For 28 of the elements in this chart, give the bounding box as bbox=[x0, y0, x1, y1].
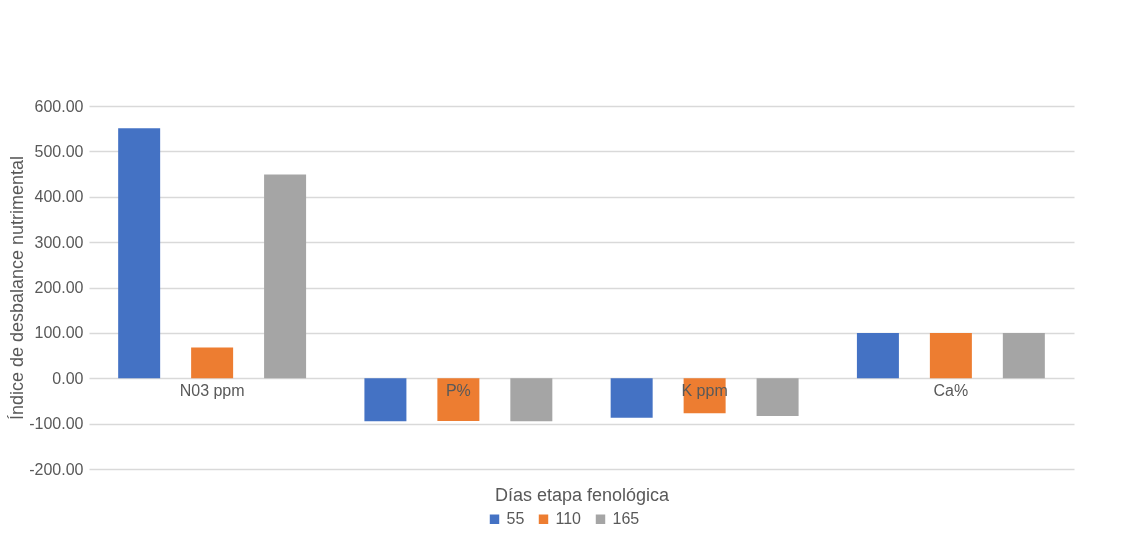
legend-label: 165 bbox=[612, 510, 640, 528]
x-tick-label: N03 ppm bbox=[179, 381, 245, 399]
bar bbox=[510, 378, 553, 422]
bar bbox=[191, 347, 234, 379]
y-tick-label: 100.00 bbox=[34, 324, 84, 342]
x-axis-title: Días etapa fenológica bbox=[494, 484, 671, 505]
y-tick-label: 200.00 bbox=[34, 279, 84, 296]
y-tick-label: 400.00 bbox=[34, 188, 84, 206]
y-tick-label: 600.00 bbox=[34, 97, 84, 115]
y-tick-label: 0.00 bbox=[52, 369, 84, 387]
bar bbox=[1002, 332, 1045, 379]
x-tick-label: Ca% bbox=[933, 381, 969, 399]
bar bbox=[437, 378, 480, 421]
bar bbox=[856, 332, 899, 379]
y-tick-label: 300.00 bbox=[34, 233, 84, 251]
bar bbox=[264, 174, 307, 379]
legend-label: 55 bbox=[506, 510, 525, 528]
y-tick-label: 500.00 bbox=[34, 142, 84, 160]
bar bbox=[929, 332, 972, 379]
bar bbox=[756, 378, 799, 416]
y-tick-label: -200.00 bbox=[29, 460, 84, 478]
bar bbox=[610, 378, 653, 418]
y-axis-title: Índice de desbalance nutrimental bbox=[7, 155, 28, 421]
x-tick-label: P% bbox=[445, 381, 471, 399]
bar bbox=[118, 128, 161, 379]
legend-label: 110 bbox=[555, 510, 582, 528]
bar bbox=[364, 378, 407, 422]
y-tick-label: -100.00 bbox=[29, 415, 84, 433]
